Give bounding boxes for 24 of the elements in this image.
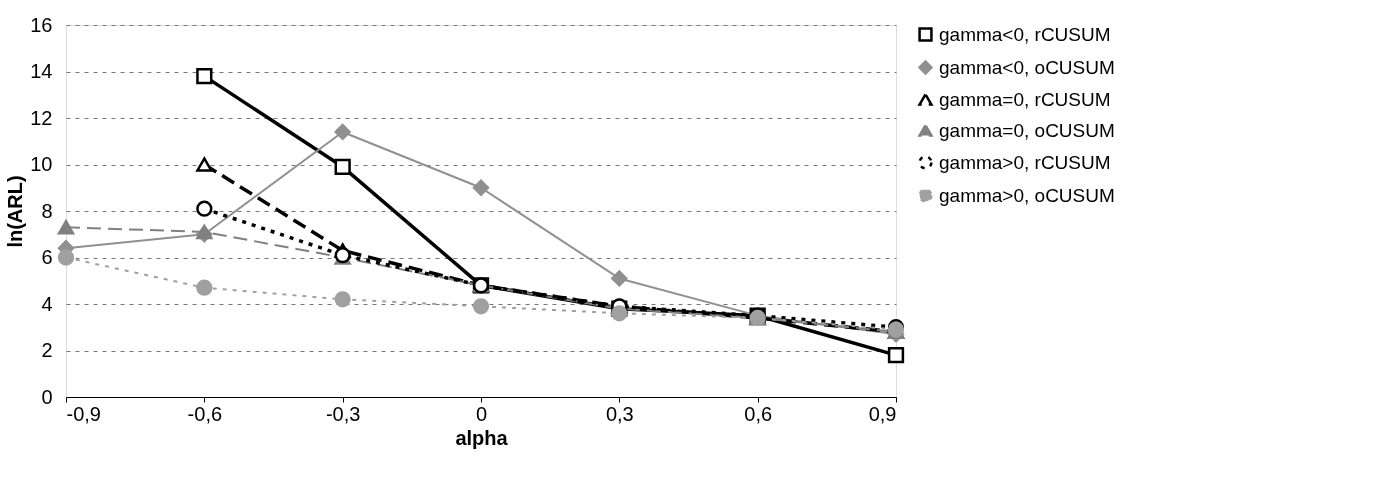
y-tick-label: 12: [30, 106, 53, 129]
y-tick-label: 4: [41, 292, 53, 315]
legend-label: gamma=0, oCUSUM: [939, 119, 1115, 141]
x-tick-label: -0,9: [66, 402, 101, 425]
legend-label: gamma<0, rCUSUM: [939, 23, 1111, 45]
y-tick-label: 6: [41, 246, 53, 268]
y-tick-label: 16: [30, 13, 53, 36]
legend-label: gamma>0, rCUSUM: [939, 151, 1111, 173]
x-axis-title: alpha: [455, 426, 509, 449]
y-tick-label: 8: [41, 199, 53, 222]
x-tick-label: 0,9: [868, 402, 897, 425]
y-tick-label: 14: [30, 60, 53, 82]
legend-label: gamma>0, oCUSUM: [939, 184, 1115, 206]
x-tick-label: 0,3: [605, 402, 634, 425]
x-tick-label: 0: [475, 402, 488, 425]
y-axis-title: ln(ARL): [4, 175, 27, 248]
x-tick-label: -0,3: [325, 402, 361, 425]
x-tick-label: -0,6: [187, 402, 223, 425]
legend-label: gamma<0, oCUSUM: [939, 56, 1115, 78]
y-tick-label: 2: [41, 339, 53, 361]
x-tick-label: 0,6: [744, 402, 773, 425]
y-tick-label: 10: [30, 153, 53, 175]
legend-label: gamma=0, rCUSUM: [939, 88, 1111, 110]
y-tick-label: 0: [41, 385, 53, 408]
